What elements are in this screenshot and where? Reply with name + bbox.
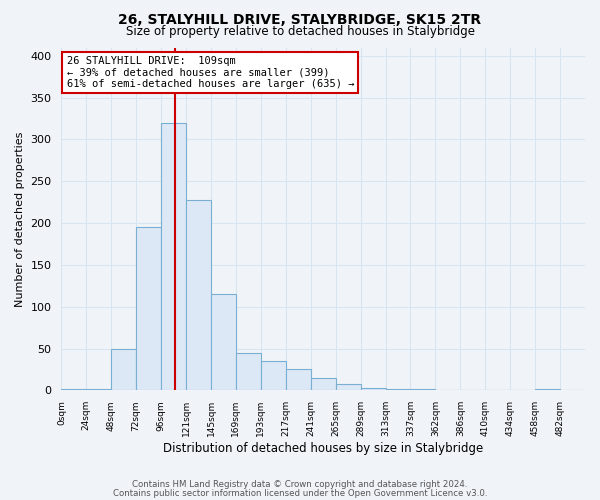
Text: 26, STALYHILL DRIVE, STALYBRIDGE, SK15 2TR: 26, STALYHILL DRIVE, STALYBRIDGE, SK15 2… (118, 12, 482, 26)
Bar (311, 378, 335, 390)
Bar (236, 352, 261, 391)
Bar (86, 388, 111, 390)
Text: 26 STALYHILL DRIVE:  109sqm
← 39% of detached houses are smaller (399)
61% of se: 26 STALYHILL DRIVE: 109sqm ← 39% of deta… (67, 56, 354, 89)
Bar (335, 384, 361, 390)
Bar (186, 200, 211, 390)
Bar (161, 123, 186, 390)
Bar (361, 388, 386, 390)
Y-axis label: Number of detached properties: Number of detached properties (15, 131, 25, 306)
Bar (386, 388, 410, 390)
Bar (410, 388, 436, 390)
Text: Contains public sector information licensed under the Open Government Licence v3: Contains public sector information licen… (113, 488, 487, 498)
X-axis label: Distribution of detached houses by size in Stalybridge: Distribution of detached houses by size … (163, 442, 484, 455)
Bar (286, 370, 311, 390)
Bar (535, 388, 560, 390)
Bar (61, 388, 86, 390)
Text: Size of property relative to detached houses in Stalybridge: Size of property relative to detached ho… (125, 25, 475, 38)
Bar (111, 348, 136, 391)
Text: Contains HM Land Registry data © Crown copyright and database right 2024.: Contains HM Land Registry data © Crown c… (132, 480, 468, 489)
Bar (211, 294, 236, 390)
Bar (136, 228, 161, 390)
Bar (261, 361, 286, 390)
